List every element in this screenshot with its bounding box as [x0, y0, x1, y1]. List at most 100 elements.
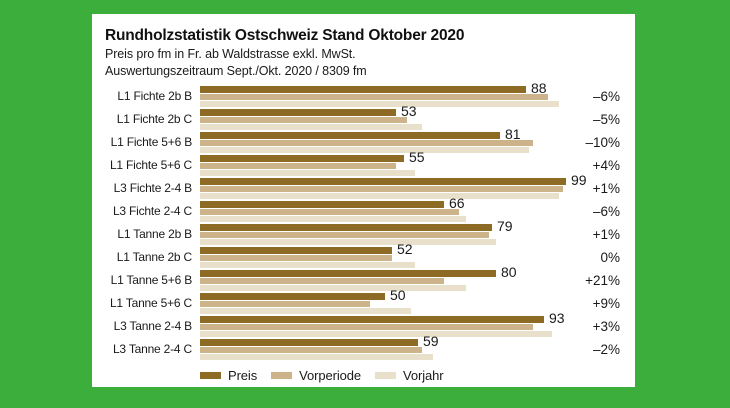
chart-row: L1 Fichte 5+6 B 81 –10% — [105, 127, 620, 153]
bar-vorperiode — [200, 232, 489, 238]
bar-vorjahr — [200, 239, 496, 245]
value-label: 79 — [497, 218, 513, 234]
value-label: 80 — [501, 264, 517, 280]
bar-preis — [200, 270, 496, 277]
chart-row: L1 Tanne 5+6 B 80 +21% — [105, 265, 620, 291]
bar-vorjahr — [200, 331, 552, 337]
bar-preis — [200, 109, 396, 116]
category-label: L1 Fichte 5+6 B — [110, 135, 193, 149]
value-label: 53 — [401, 103, 417, 119]
legend-item-vorjahr: Vorjahr — [375, 368, 444, 383]
category-label: L3 Tanne 2-4 B — [113, 319, 193, 333]
category-label: L1 Fichte 2b B — [117, 89, 192, 103]
change-label: –6% — [592, 89, 620, 104]
category-label: L1 Tanne 2b B — [117, 227, 192, 241]
bar-vorperiode — [200, 301, 370, 307]
change-label: –10% — [585, 135, 620, 150]
value-label: 59 — [423, 333, 439, 349]
value-label: 50 — [390, 287, 406, 303]
chart-row: L1 Tanne 2b B 79 +1% — [105, 219, 620, 245]
bar-preis — [200, 201, 444, 208]
change-label: 0% — [600, 250, 620, 265]
value-label: 88 — [531, 80, 547, 96]
category-label: L1 Tanne 5+6 C — [109, 296, 192, 310]
bar-vorperiode — [200, 94, 548, 100]
chart-subtitle-price-basis: Preis pro fm in Fr. ab Waldstrasse exkl.… — [105, 47, 356, 61]
bar-vorperiode — [200, 186, 563, 192]
bar-vorperiode — [200, 163, 396, 169]
category-label: L3 Fichte 2-4 B — [113, 181, 193, 195]
bar-vorperiode — [200, 117, 407, 123]
chart-row: L1 Fichte 5+6 C 55 +4% — [105, 150, 620, 176]
bar-preis — [200, 247, 392, 254]
chart-legend: Preis Vorperiode Vorjahr — [200, 368, 444, 383]
change-label: –5% — [592, 112, 620, 127]
bar-preis — [200, 339, 418, 346]
bar-preis — [200, 178, 566, 185]
bar-vorperiode — [200, 140, 533, 146]
category-label: L1 Tanne 2b C — [116, 250, 192, 264]
bar-vorperiode — [200, 324, 533, 330]
chart-row: L1 Fichte 2b B 88 –6% — [105, 81, 620, 107]
legend-swatch-vorjahr — [375, 372, 397, 379]
change-label: +9% — [592, 296, 620, 311]
bar-vorjahr — [200, 124, 422, 130]
legend-swatch-vorperiode — [271, 372, 293, 379]
value-label: 93 — [549, 310, 565, 326]
chart-row: L3 Tanne 2-4 B 93 +3% — [105, 311, 620, 337]
chart-row: L3 Fichte 2-4 B 99 +1% — [105, 173, 620, 199]
bar-preis — [200, 293, 385, 300]
chart-row: L1 Tanne 5+6 C 50 +9% — [105, 288, 620, 314]
value-label: 55 — [409, 149, 425, 165]
legend-swatch-preis — [200, 372, 221, 379]
change-label: +3% — [592, 319, 620, 334]
bar-preis — [200, 132, 500, 139]
chart-panel: Rundholzstatistik Ostschweiz Stand Oktob… — [92, 14, 635, 387]
change-label: +1% — [592, 181, 620, 196]
category-label: L3 Fichte 2-4 C — [112, 204, 192, 218]
chart-row: L1 Tanne 2b C 52 0% — [105, 242, 620, 268]
change-label: +1% — [592, 227, 620, 242]
bar-chart: L1 Fichte 2b B 88 –6% L1 Fichte 2b C 53 –5% L1… — [105, 81, 620, 360]
bar-vorperiode — [200, 347, 422, 353]
value-label: 52 — [397, 241, 413, 257]
legend-label: Preis — [228, 368, 258, 383]
value-label: 66 — [449, 195, 465, 211]
bar-vorjahr — [200, 101, 559, 107]
chart-title: Rundholzstatistik Ostschweiz Stand Oktob… — [105, 27, 465, 44]
chart-subtitle-period: Auswertungszeitraum Sept./Okt. 2020 / 83… — [105, 64, 367, 78]
value-label: 81 — [505, 126, 521, 142]
bar-vorperiode — [200, 209, 459, 215]
change-label: –6% — [592, 204, 620, 219]
bar-vorperiode — [200, 278, 444, 284]
change-label: +4% — [592, 158, 620, 173]
bar-vorjahr — [200, 147, 529, 153]
bar-vorjahr — [200, 308, 411, 314]
value-label: 99 — [571, 172, 587, 188]
bar-vorjahr — [200, 216, 466, 222]
change-label: +21% — [585, 273, 620, 288]
bar-vorperiode — [200, 255, 392, 261]
bar-preis — [200, 224, 492, 231]
legend-item-preis: Preis — [200, 368, 257, 383]
bar-preis — [200, 155, 404, 162]
change-label: –2% — [592, 342, 620, 357]
legend-label: Vorperiode — [299, 368, 362, 383]
bar-vorjahr — [200, 354, 433, 360]
bar-vorjahr — [200, 193, 559, 199]
bar-preis — [200, 316, 544, 323]
category-label: L1 Fichte 5+6 C — [109, 158, 192, 172]
category-label: L1 Fichte 2b C — [116, 112, 192, 126]
category-label: L1 Tanne 5+6 B — [110, 273, 193, 287]
bar-vorjahr — [200, 285, 466, 291]
bar-vorjahr — [200, 262, 415, 268]
chart-row: L3 Fichte 2-4 C 66 –6% — [105, 196, 620, 222]
legend-label: Vorjahr — [403, 368, 444, 383]
bar-preis — [200, 86, 526, 93]
legend-item-vorperiode: Vorperiode — [271, 368, 361, 383]
bar-vorjahr — [200, 170, 415, 176]
chart-row: L3 Tanne 2-4 C 59 –2% — [105, 334, 620, 360]
chart-row: L1 Fichte 2b C 53 –5% — [105, 104, 620, 130]
category-label: L3 Tanne 2-4 C — [112, 342, 192, 356]
